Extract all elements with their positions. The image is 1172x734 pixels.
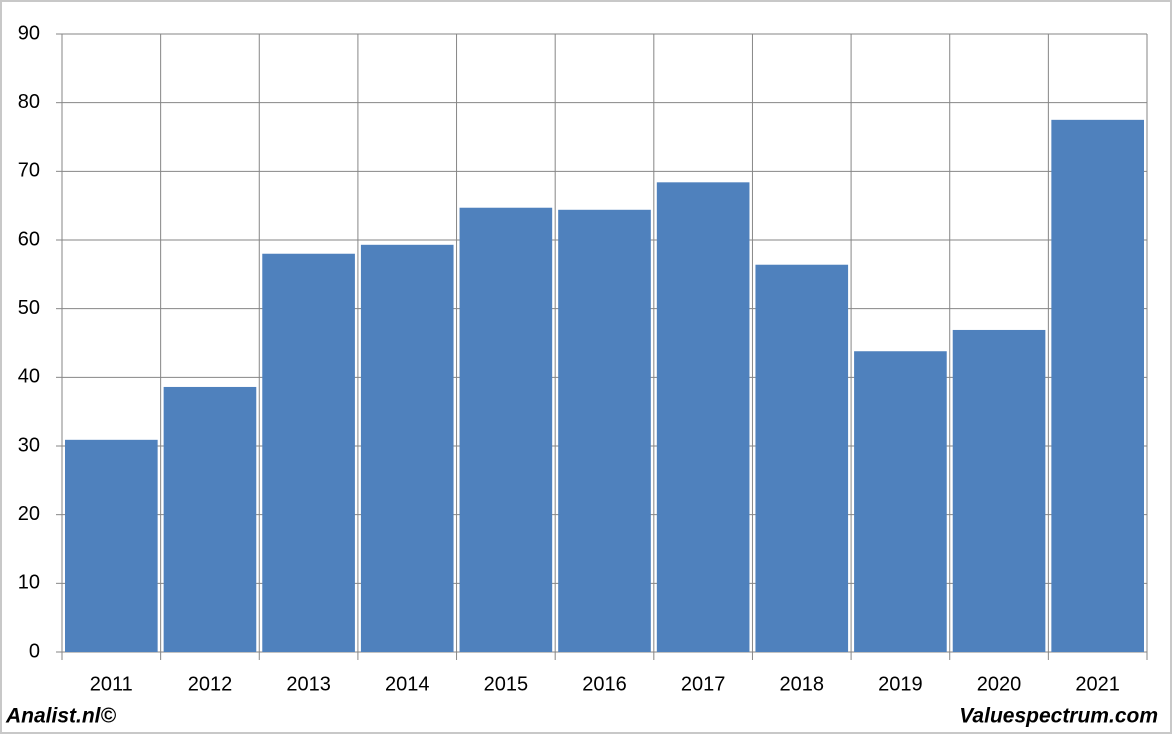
y-tick-label: 30 xyxy=(18,434,40,456)
bar xyxy=(360,244,454,652)
x-tick-label: 2020 xyxy=(977,673,1022,695)
x-tick-label: 2011 xyxy=(90,673,133,695)
x-tick-label: 2019 xyxy=(878,673,923,695)
y-tick-label: 50 xyxy=(18,297,40,319)
x-tick-label: 2017 xyxy=(681,673,726,695)
bar xyxy=(854,351,947,652)
bar xyxy=(952,329,1046,652)
bar xyxy=(163,386,257,652)
bar xyxy=(262,253,355,652)
x-tick-label: 2014 xyxy=(385,673,430,695)
footer-left: Analist.nl© xyxy=(5,705,117,728)
x-tick-label: 2016 xyxy=(582,673,627,695)
y-tick-label: 90 xyxy=(18,22,40,44)
bar xyxy=(1051,119,1144,653)
bar xyxy=(755,264,849,652)
x-tick-label: 2012 xyxy=(188,673,233,695)
bar xyxy=(459,207,553,652)
bar xyxy=(558,209,651,652)
y-tick-label: 10 xyxy=(18,572,40,594)
x-tick-label: 2021 xyxy=(1075,673,1120,695)
bar xyxy=(65,439,158,652)
y-tick-label: 70 xyxy=(18,160,40,182)
y-tick-label: 20 xyxy=(18,503,40,525)
y-tick-label: 60 xyxy=(18,228,40,250)
bar xyxy=(656,182,750,652)
y-tick-label: 40 xyxy=(18,366,40,388)
x-tick-label: 2015 xyxy=(484,673,529,695)
y-tick-label: 0 xyxy=(29,640,40,662)
y-tick-label: 80 xyxy=(18,91,40,113)
x-tick-label: 2018 xyxy=(780,673,825,695)
footer-right: Valuespectrum.com xyxy=(959,705,1158,728)
x-tick-label: 2013 xyxy=(286,673,331,695)
